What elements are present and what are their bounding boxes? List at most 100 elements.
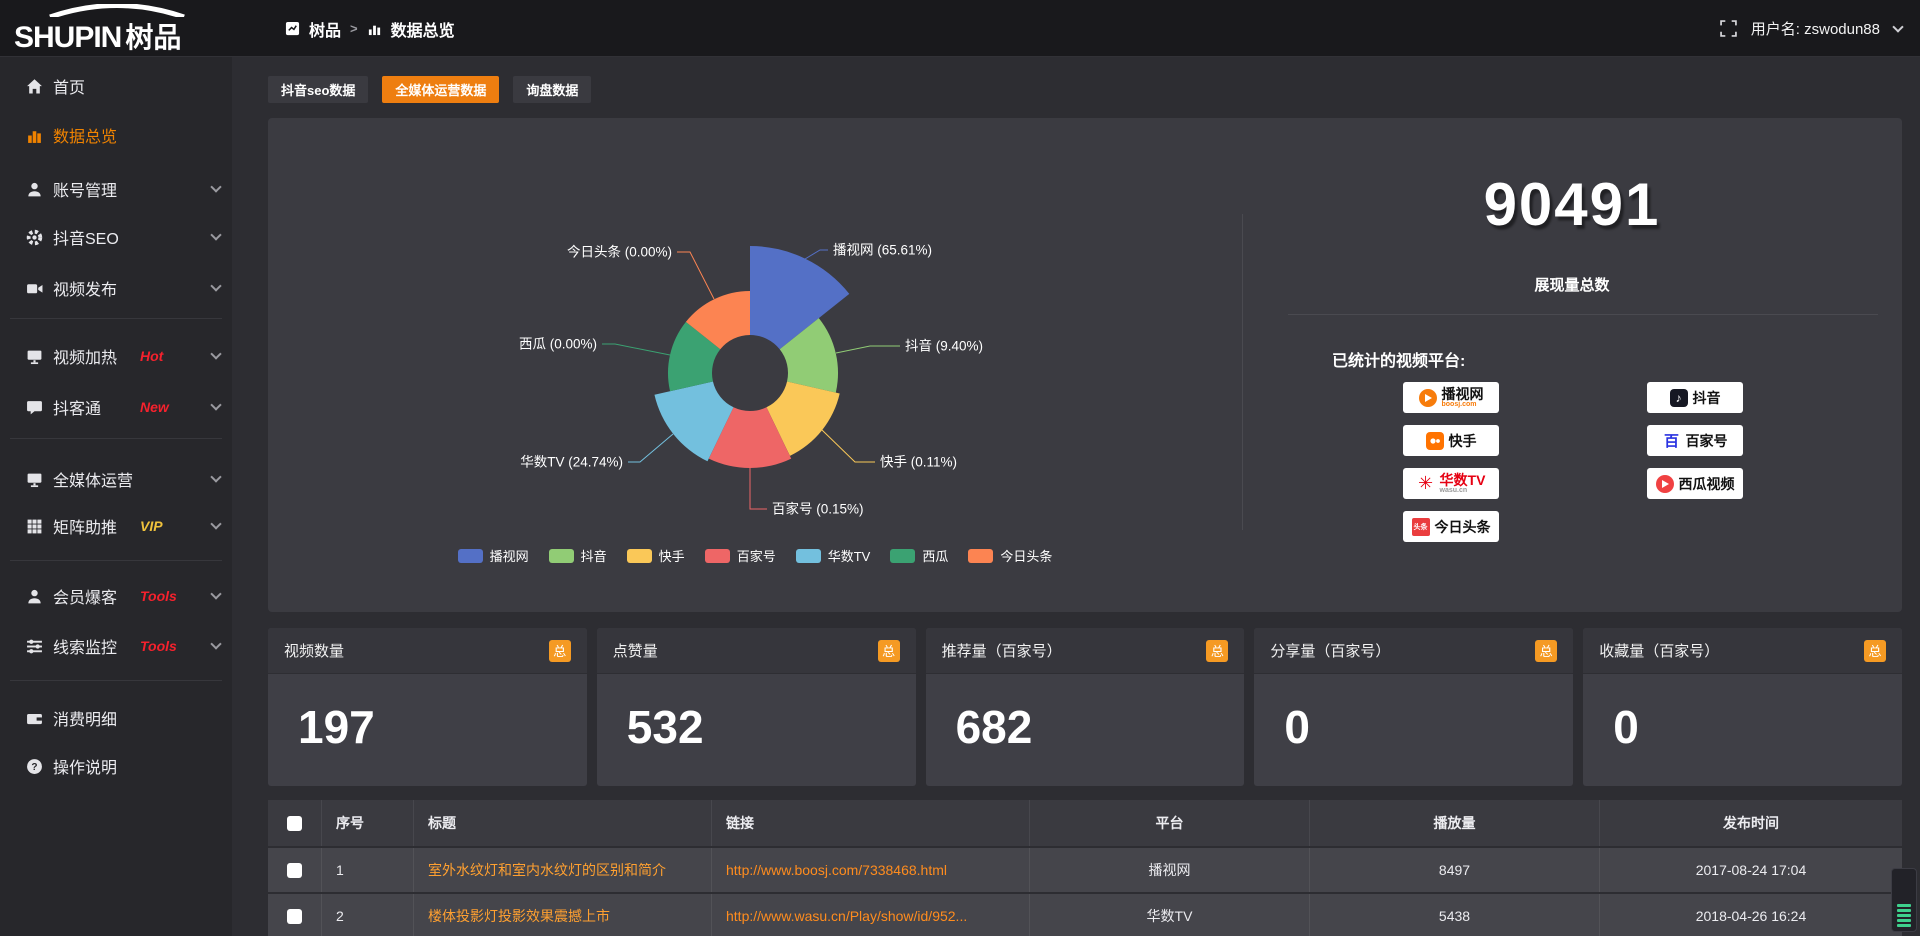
select-all-checkbox[interactable] xyxy=(287,815,302,831)
sidebar-divider xyxy=(10,560,222,561)
chart-icon xyxy=(26,127,43,144)
pie-slice-播视网[interactable] xyxy=(750,246,850,350)
monitor-icon xyxy=(26,471,43,488)
legend-item-抖音[interactable]: 抖音 xyxy=(548,546,607,565)
sidebar-item-视频加热[interactable]: 视频加热 Hot xyxy=(0,343,232,369)
platform-badges-left: 播视网 boosj.com 快手 ✳ 华数TV wasu.cn 头条 今日头条 xyxy=(1403,382,1499,542)
topbar: SHUPIN 树品 树品 > 数据总览 用户名: zswodun88 xyxy=(0,0,1920,57)
sidebar-item-消费明细[interactable]: 消费明细 xyxy=(0,705,232,731)
chevron-down-icon xyxy=(210,348,222,360)
legend-item-华数TV[interactable]: 华数TV xyxy=(795,546,870,565)
total-badge[interactable]: 总 xyxy=(548,639,571,662)
total-badge[interactable]: 总 xyxy=(1535,639,1558,662)
sidebar-item-label: 首页 xyxy=(53,80,86,97)
pie-label-line-快手 xyxy=(821,429,875,463)
platform-name: 快手 xyxy=(1448,432,1477,449)
pie-slice-今日头条[interactable] xyxy=(685,291,750,350)
breadcrumb-item-root[interactable]: 树品 xyxy=(309,22,342,40)
total-badge[interactable]: 总 xyxy=(1206,639,1229,662)
logo-text-cn: 树品 xyxy=(125,22,182,53)
legend-item-百家号[interactable]: 百家号 xyxy=(704,546,776,565)
pie-label-快手: 快手 (0.11%) xyxy=(880,455,957,470)
sidebar-item-操作说明[interactable]: ? 操作说明 xyxy=(0,753,232,779)
baijiahao-logo-icon: 百 xyxy=(1663,433,1679,450)
sidebar-item-抖客通[interactable]: 抖客通 New xyxy=(0,394,232,420)
cell-plays: 8497 xyxy=(1310,848,1600,892)
stat-card-value: 682 xyxy=(955,701,1033,753)
toutiao-logo-icon: 头条 xyxy=(1411,517,1430,536)
pie-slice-西瓜[interactable] xyxy=(668,321,721,392)
stat-card-推荐量（百家号）: 推荐量（百家号） 总 682 xyxy=(925,628,1245,786)
legend-swatch xyxy=(968,548,994,563)
total-badge[interactable]: 总 xyxy=(1863,639,1886,662)
cell-seq: 1 xyxy=(322,848,414,892)
stat-card-value: 0 xyxy=(1284,701,1310,753)
table-row[interactable]: 2 楼体投影灯投影效果震撼上市 http://www.wasu.cn/Play/sh… xyxy=(268,892,1902,936)
stat-card-点赞量: 点赞量 总 532 xyxy=(596,628,916,786)
cell-seq: 2 xyxy=(322,894,414,936)
cell-title[interactable]: 室外水纹灯和室内水纹灯的区别和简介 xyxy=(414,848,712,892)
cell-platform: 播视网 xyxy=(1030,848,1310,892)
chevron-down-icon xyxy=(210,181,222,193)
comment-icon xyxy=(26,399,43,416)
chevron-down-icon xyxy=(210,588,222,600)
pie-label-百家号: 百家号 (0.15%) xyxy=(772,501,864,517)
stat-card-title: 视频数量 xyxy=(284,643,345,660)
stat-card-header: 分享量（百家号） 总 xyxy=(1254,628,1574,674)
cell-title[interactable]: 楼体投影灯投影效果震撼上市 xyxy=(414,894,712,936)
sidebar-item-矩阵助推[interactable]: 矩阵助推 VIP xyxy=(0,513,232,539)
sidebar-item-首页[interactable]: 首页 xyxy=(0,73,232,99)
platform-badges-right: ♪ 抖音百百家号 西瓜视频 xyxy=(1647,382,1743,499)
app-logo: SHUPIN 树品 xyxy=(14,4,224,54)
sidebar-item-全媒体运营[interactable]: 全媒体运营 xyxy=(0,466,232,492)
home-icon xyxy=(26,78,43,95)
sidebar-item-抖音SEO[interactable]: 抖音SEO xyxy=(0,224,232,250)
cell-link[interactable]: http://www.boosj.com/7338468.html xyxy=(712,848,1030,892)
table-header-发布时间: 发布时间 xyxy=(1600,800,1902,846)
table-row[interactable]: 1 室外水纹灯和室内水纹灯的区别和简介 http://www.boosj.com/7… xyxy=(268,846,1902,892)
legend-item-播视网[interactable]: 播视网 xyxy=(457,546,529,565)
user-icon xyxy=(26,181,43,198)
sidebar-item-会员爆客[interactable]: 会员爆客 Tools xyxy=(0,583,232,609)
pie-label-line-西瓜 xyxy=(602,343,671,356)
pie-slice-百家号[interactable] xyxy=(708,407,792,468)
sidebar-item-账号管理[interactable]: 账号管理 xyxy=(0,176,232,202)
platform-name-stack: 播视网 boosj.com xyxy=(1442,387,1484,408)
breadcrumb-item-current[interactable]: 数据总览 xyxy=(390,22,455,40)
stat-card-title: 分享量（百家号） xyxy=(1270,643,1391,660)
pie-slice-快手[interactable] xyxy=(766,381,840,456)
legend-item-今日头条[interactable]: 今日头条 xyxy=(968,546,1052,565)
platform-subdomain: wasu.cn xyxy=(1439,487,1468,494)
sidebar-item-线索监控[interactable]: 线索监控 Tools xyxy=(0,633,232,659)
tab-询盘数据[interactable]: 询盘数据 xyxy=(513,76,592,103)
pie-label-line-抖音 xyxy=(835,345,900,354)
row-checkbox[interactable] xyxy=(287,862,302,878)
scroll-indicator[interactable] xyxy=(1891,868,1917,932)
legend-item-快手[interactable]: 快手 xyxy=(626,546,685,565)
row-checkbox[interactable] xyxy=(287,908,302,924)
tab-抖音seo数据[interactable]: 抖音seo数据 xyxy=(268,76,369,103)
user-menu-chevron-icon[interactable] xyxy=(1892,20,1904,33)
fullscreen-icon[interactable] xyxy=(1719,20,1737,37)
username-display[interactable]: 用户名: zswodun88 xyxy=(1751,18,1880,39)
sidebar-divider xyxy=(10,318,222,319)
legend-item-西瓜[interactable]: 西瓜 xyxy=(890,546,948,565)
overview-panel: 播视网 (65.61%) 抖音 (9.40%) 快手 (0.11%) 百家号 (0.1… xyxy=(268,118,1902,612)
pie-slice-华数TV[interactable] xyxy=(654,381,734,462)
douyin-logo-icon: ♪ xyxy=(1669,388,1688,407)
pie-label-line-今日头条 xyxy=(677,251,715,300)
grid-icon xyxy=(26,518,43,535)
cell-link[interactable]: http://www.wasu.cn/Play/show/id/952... xyxy=(712,894,1030,936)
scroll-stripe xyxy=(1897,904,1911,907)
sidebar-item-视频发布[interactable]: 视频发布 xyxy=(0,275,232,301)
total-badge[interactable]: 总 xyxy=(877,639,900,662)
sidebar-item-数据总览[interactable]: 数据总览 xyxy=(0,122,232,148)
table-body: 1 室外水纹灯和室内水纹灯的区别和简介 http://www.boosj.com/7… xyxy=(268,846,1902,936)
table-header-链接: 链接 xyxy=(712,800,1030,846)
sidebar-badge-vip: VIP xyxy=(140,518,163,534)
tab-全媒体运营数据[interactable]: 全媒体运营数据 xyxy=(382,76,500,103)
monitor-icon xyxy=(26,348,43,365)
chevron-down-icon xyxy=(210,518,222,530)
legend-label: 播视网 xyxy=(489,549,529,564)
pie-slice-抖音[interactable] xyxy=(779,318,838,393)
